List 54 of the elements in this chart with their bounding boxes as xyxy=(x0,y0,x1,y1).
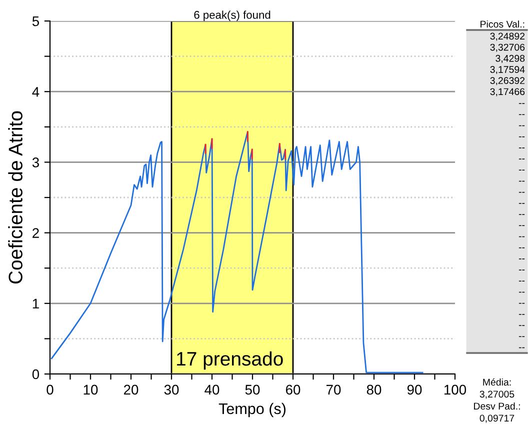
y-tick-label: 5 xyxy=(32,16,39,26)
text: 3,17594 xyxy=(490,66,525,74)
text: 3,24892 xyxy=(490,32,525,41)
text: Desv Pad.: xyxy=(474,402,520,410)
x-tick-label: 50 xyxy=(245,384,260,395)
text: -- xyxy=(518,347,525,348)
text: 3,32706 xyxy=(490,44,525,52)
text: -- xyxy=(518,280,525,282)
x-tick-label: 10 xyxy=(84,384,98,395)
text: Média: xyxy=(483,378,511,386)
x-tick-label: 0 xyxy=(46,384,54,395)
text: -- xyxy=(518,314,525,315)
text: 3,17466 xyxy=(490,88,525,96)
x-tick-label: 30 xyxy=(164,384,179,395)
text: -- xyxy=(518,292,525,293)
x-tick-label: 100 xyxy=(444,384,466,395)
text: 3,26392 xyxy=(490,77,525,86)
text: -- xyxy=(518,158,525,160)
text: -- xyxy=(518,125,525,126)
text: -- xyxy=(518,336,525,338)
x-axis-title: Tempo (s) xyxy=(218,402,286,418)
text: -- xyxy=(518,170,525,171)
text: -- xyxy=(518,192,525,193)
x-tick-label: 80 xyxy=(366,384,382,395)
text: 3,27005 xyxy=(480,390,514,399)
text: -- xyxy=(518,103,525,104)
text: Picos Val.: xyxy=(480,20,524,28)
text: 3,4298 xyxy=(496,54,525,63)
y-axis-title: Coeficiente de Atrito xyxy=(8,111,22,284)
text: -- xyxy=(518,136,525,138)
y-tick-label: 3 xyxy=(32,158,39,168)
x-tick-label: 40 xyxy=(204,384,220,395)
text: -- xyxy=(518,325,525,326)
x-tick-label: 20 xyxy=(124,384,138,395)
line-series xyxy=(50,131,424,374)
text: -- xyxy=(518,180,525,182)
text: -- xyxy=(518,225,525,226)
x-tick-label: 60 xyxy=(286,384,300,395)
text: -- xyxy=(518,114,525,116)
text: -- xyxy=(518,214,525,215)
x-tick-label: 70 xyxy=(326,384,341,395)
y-tick-label: 4 xyxy=(32,87,40,97)
text: -- xyxy=(518,236,525,238)
text: -- xyxy=(518,247,525,248)
text: -- xyxy=(518,302,525,304)
text: 0,09717 xyxy=(480,414,514,423)
text: -- xyxy=(518,203,525,204)
y-tick-label: 0 xyxy=(32,369,40,380)
y-tick-label: 2 xyxy=(32,228,39,238)
y-tick-label: 1 xyxy=(32,298,39,308)
text: -- xyxy=(518,258,525,260)
band-label: 6 peak(s) found xyxy=(194,10,270,21)
annotation: 17 prensado xyxy=(177,351,283,370)
x-tick-label: 90 xyxy=(407,384,422,395)
